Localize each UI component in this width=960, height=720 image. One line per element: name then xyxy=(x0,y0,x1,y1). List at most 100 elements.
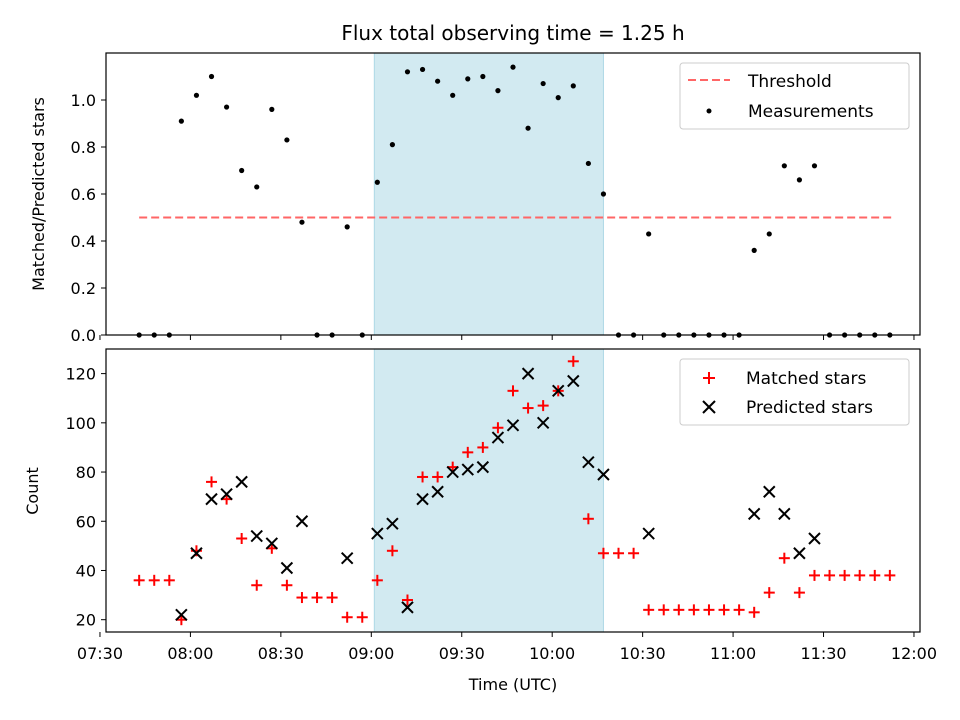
measurement-point xyxy=(450,92,456,98)
bottom-panel: 20 40 60 80 100 120 07:30 08:00 08:30 09:00 09:30 1… xyxy=(23,348,937,694)
top-legend-box xyxy=(679,62,910,130)
top-panel: 0.0 0.2 0.4 0.6 0.8 1.0 Matched/Predicted sta… xyxy=(29,52,921,345)
matched-star-marker xyxy=(371,574,383,586)
x-tick-label: 11:00 xyxy=(710,644,756,663)
matched-star-marker xyxy=(311,592,323,604)
legend-measurement-label: Measurements xyxy=(748,102,874,122)
x-tick-label: 12:00 xyxy=(891,644,937,663)
legend-matched-label: Matched stars xyxy=(746,369,866,389)
matched-star-marker xyxy=(462,446,474,458)
top-axes-frame xyxy=(105,52,921,336)
top-y-tick-label: 0.2 xyxy=(71,279,96,298)
x-tick-label: 08:00 xyxy=(167,644,213,663)
predicted-star-marker xyxy=(521,367,535,380)
matched-star-marker xyxy=(386,545,398,557)
measurement-point xyxy=(254,184,260,190)
measurement-point xyxy=(419,66,426,73)
matched-star-marker xyxy=(133,574,145,586)
legend-predicted-marker xyxy=(702,400,716,414)
predicted-star-marker xyxy=(446,465,459,479)
measurement-point xyxy=(495,88,501,94)
measurement-point xyxy=(223,104,230,110)
matched-star-marker xyxy=(748,606,760,618)
predicted-star-marker xyxy=(235,475,248,489)
predicted-star-marker xyxy=(401,601,414,614)
predicted-star-marker xyxy=(793,547,806,560)
bottom-y-tick-label: 100 xyxy=(65,414,96,433)
predicted-star-marker xyxy=(763,485,776,498)
measurement-point xyxy=(193,92,200,98)
predicted-star-marker xyxy=(280,561,294,575)
measurement-point xyxy=(208,73,215,80)
matched-star-marker xyxy=(356,611,368,623)
measurement-point xyxy=(600,191,607,197)
predicted-star-marker xyxy=(552,384,565,398)
matched-star-marker xyxy=(884,569,896,581)
legend-predicted-label: Predicted stars xyxy=(746,398,873,418)
matched-star-marker xyxy=(567,355,579,367)
figure-title: Flux total observing time = 1.25 h xyxy=(341,21,684,45)
matched-star-marker xyxy=(854,569,866,581)
measurement-point xyxy=(374,179,380,185)
matched-star-marker xyxy=(206,476,218,488)
legend-measurement-marker xyxy=(706,108,712,114)
predicted-star-marker xyxy=(476,460,490,474)
matched-star-marker xyxy=(763,587,775,599)
predicted-star-marker xyxy=(295,515,309,528)
matched-star-marker xyxy=(808,569,820,581)
measurement-point xyxy=(751,247,757,253)
matched-star-marker xyxy=(163,574,175,586)
predicted-star-marker xyxy=(567,374,580,388)
matched-star-marker xyxy=(628,547,640,559)
matched-star-marker xyxy=(537,400,549,412)
matched-star-marker xyxy=(477,441,489,453)
matched-star-marker xyxy=(839,569,851,581)
predicted-star-marker xyxy=(340,551,354,565)
x-tick-label: 08:30 xyxy=(258,644,304,663)
observing-window-span xyxy=(373,348,604,633)
measurement-point xyxy=(480,73,486,80)
measurement-point xyxy=(811,163,818,169)
matched-star-marker xyxy=(326,592,338,604)
measurement-point xyxy=(796,177,803,183)
predicted-star-marker xyxy=(778,507,791,521)
matched-star-marker xyxy=(658,604,670,616)
x-tick-label: 10:00 xyxy=(529,644,575,663)
measurement-point xyxy=(781,163,787,169)
matched-star-marker xyxy=(582,513,594,525)
measurement-point xyxy=(239,167,245,174)
matched-star-marker xyxy=(688,604,700,616)
predicted-star-marker xyxy=(371,527,384,540)
predicted-star-marker xyxy=(190,547,203,560)
x-tick-label: 10:30 xyxy=(620,644,666,663)
measurement-point xyxy=(404,69,411,75)
bottom-y-axis-label: Count xyxy=(23,467,42,515)
measurement-point xyxy=(465,76,471,82)
bottom-legend-box xyxy=(679,358,910,426)
predicted-star-marker xyxy=(506,419,520,432)
predicted-star-marker xyxy=(205,492,218,506)
measurement-point xyxy=(299,219,305,225)
measurement-point xyxy=(344,224,350,230)
predicted-star-marker xyxy=(808,532,821,545)
matched-star-marker xyxy=(718,604,730,616)
bottom-y-tick-label: 80 xyxy=(76,463,96,482)
legend-matched-marker xyxy=(703,372,715,384)
measurement-point xyxy=(389,142,396,148)
matched-star-marker xyxy=(613,547,625,559)
matched-star-marker xyxy=(703,604,715,616)
legend-threshold-label: Threshold xyxy=(747,72,832,92)
matched-star-marker xyxy=(417,471,429,483)
matched-star-marker xyxy=(492,422,504,434)
measurement-point xyxy=(570,83,576,89)
measurement-point xyxy=(540,80,546,87)
top-y-tick-label: 0.0 xyxy=(71,326,96,345)
predicted-star-marker xyxy=(175,608,188,621)
matched-star-marker xyxy=(793,587,805,599)
predicted-star-marker xyxy=(386,517,399,530)
matched-star-marker xyxy=(824,569,836,581)
measurement-point xyxy=(555,95,561,101)
matched-star-marker xyxy=(236,532,248,544)
top-y-tick-label: 0.8 xyxy=(71,138,96,157)
top-y-tick-label: 0.6 xyxy=(71,185,96,204)
